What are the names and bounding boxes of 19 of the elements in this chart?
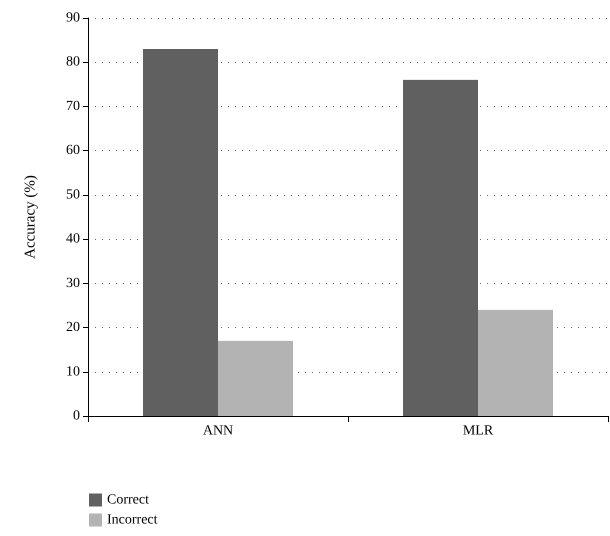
bar [218,340,293,416]
legend-label: Incorrect [107,512,158,528]
y-tick-label: 20 [66,320,80,336]
y-tick-label: 90 [66,10,80,26]
bar [143,48,218,416]
y-tick-label: 30 [66,276,80,291]
y-tick-label: 80 [66,54,80,70]
x-tick-label: ANN [202,424,234,438]
y-tick-label: 40 [66,232,80,247]
y-tick-label: 10 [66,364,80,380]
y-tick-label: 0 [73,408,80,424]
legend-label: Correct [107,492,150,508]
x-tick-label: MLR [462,424,494,438]
y-tick-label: 60 [66,143,80,158]
y-axis-title: Accuracy (%) [22,175,38,259]
bar [403,80,478,416]
y-tick-label: 70 [66,98,80,114]
bar [478,310,553,416]
y-tick-label: 50 [66,187,80,202]
